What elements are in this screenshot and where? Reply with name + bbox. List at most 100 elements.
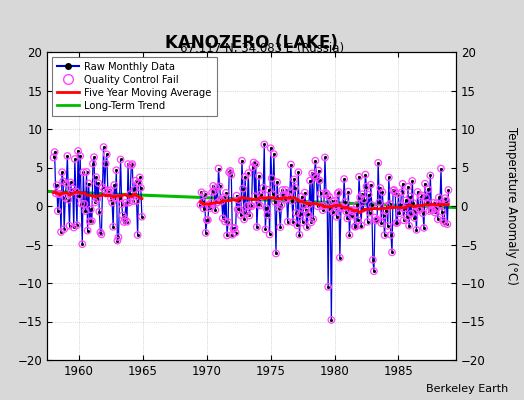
Point (240, 216, 248, 223)
Point (439, 217, 447, 224)
Point (211, 207, 220, 213)
Point (418, 192, 426, 198)
Point (110, 182, 118, 188)
Point (101, 186, 109, 193)
Point (390, 187, 398, 193)
Point (363, 219, 372, 225)
Point (414, 206, 423, 212)
Point (371, 214, 379, 221)
Point (223, 232, 231, 239)
Point (271, 199, 279, 205)
Point (97, 231, 106, 238)
Point (293, 222, 301, 228)
Point (69, 186, 77, 192)
Point (356, 194, 364, 201)
Point (376, 185, 385, 191)
Text: 67.117 N, 34.083 E (Russia): 67.117 N, 34.083 E (Russia) (180, 42, 344, 55)
Point (424, 186, 432, 192)
Point (106, 187, 114, 194)
Point (243, 202, 252, 209)
Point (245, 212, 254, 219)
Point (355, 174, 363, 180)
Point (432, 200, 441, 206)
Point (326, 205, 334, 212)
Point (136, 174, 144, 181)
Point (352, 223, 360, 230)
Point (274, 194, 282, 201)
Point (219, 215, 227, 222)
Point (225, 169, 233, 176)
Point (339, 205, 347, 212)
Point (410, 215, 419, 221)
Point (380, 232, 389, 238)
Point (441, 195, 450, 201)
Point (347, 212, 356, 219)
Point (438, 209, 446, 215)
Point (138, 214, 146, 220)
Point (104, 187, 112, 194)
Point (292, 210, 300, 216)
Point (264, 186, 272, 193)
Point (54, 191, 63, 197)
Point (135, 179, 143, 186)
Point (281, 187, 290, 193)
Point (311, 158, 320, 164)
Point (88, 218, 96, 224)
Point (421, 180, 429, 187)
Point (50, 149, 59, 155)
Point (276, 224, 285, 230)
Point (78, 241, 86, 247)
Point (237, 212, 245, 218)
Point (253, 224, 261, 230)
Point (206, 205, 214, 211)
Point (312, 174, 321, 181)
Point (224, 219, 232, 225)
Point (351, 224, 359, 230)
Point (108, 199, 116, 206)
Point (338, 204, 346, 210)
Point (228, 232, 236, 238)
Point (383, 203, 391, 209)
Point (306, 177, 314, 184)
Point (330, 198, 339, 204)
Point (395, 210, 403, 216)
Point (201, 191, 209, 198)
Point (350, 207, 358, 213)
Point (320, 202, 328, 208)
Point (417, 194, 425, 200)
Point (302, 207, 310, 213)
Point (67, 179, 75, 186)
Point (369, 257, 377, 263)
Point (373, 217, 381, 223)
Point (321, 154, 329, 161)
Point (60, 226, 68, 232)
Point (391, 190, 399, 196)
Point (217, 198, 226, 204)
Point (58, 169, 66, 176)
Point (340, 176, 348, 182)
Point (74, 148, 82, 154)
Point (208, 189, 216, 196)
Point (75, 192, 83, 199)
Point (125, 199, 133, 206)
Point (238, 158, 246, 164)
Point (280, 197, 289, 203)
Point (325, 194, 333, 200)
Point (307, 219, 315, 226)
Point (440, 220, 449, 226)
Point (388, 249, 396, 256)
Point (114, 234, 123, 240)
Point (314, 167, 323, 174)
Point (209, 183, 217, 189)
Point (345, 232, 354, 238)
Point (59, 178, 67, 184)
Point (137, 185, 145, 191)
Point (252, 161, 260, 167)
Point (49, 154, 58, 161)
Point (426, 172, 434, 179)
Point (323, 191, 331, 198)
Point (72, 188, 80, 194)
Point (255, 173, 263, 179)
Point (365, 210, 374, 216)
Point (227, 172, 235, 178)
